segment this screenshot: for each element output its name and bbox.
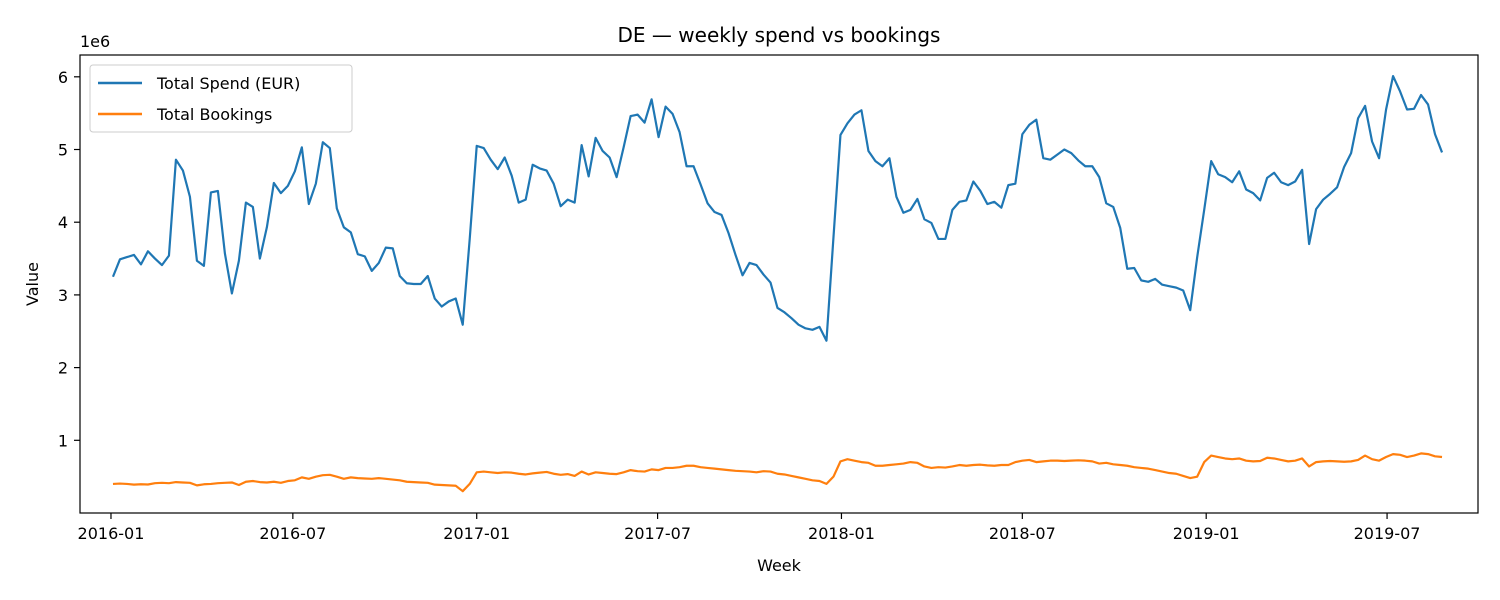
x-axis-title: Week <box>757 556 802 575</box>
y-tick-label: 3 <box>58 286 68 305</box>
x-tick-label: 2019-01 <box>1173 524 1240 543</box>
chart-title: DE — weekly spend vs bookings <box>618 23 941 47</box>
plot-frame <box>79 54 1479 514</box>
x-tick-label: 2019-07 <box>1354 524 1421 543</box>
x-tick-label: 2016-01 <box>78 524 145 543</box>
y-tick-label: 5 <box>58 141 68 160</box>
x-tick-label: 2017-07 <box>624 524 691 543</box>
legend: Total Spend (EUR) Total Bookings <box>89 64 353 133</box>
x-axis: 2016-01 2016-07 2017-01 2017-07 2018-01 2018-… <box>78 513 1421 543</box>
legend-label-spend: Total Spend (EUR) <box>156 74 300 93</box>
y-axis-title: Value <box>23 262 42 306</box>
x-tick-label: 2018-07 <box>989 524 1056 543</box>
y-tick-label: 2 <box>58 359 68 378</box>
x-tick-label: 2018-01 <box>808 524 875 543</box>
y-axis: 1 2 3 4 5 6 <box>58 68 80 450</box>
y-scale-label: 1e6 <box>80 32 110 51</box>
series-line-0 <box>111 74 1444 342</box>
legend-label-bookings: Total Bookings <box>156 105 272 124</box>
x-tick-label: 2017-01 <box>443 524 510 543</box>
x-tick-label: 2016-07 <box>259 524 326 543</box>
y-tick-label: 4 <box>58 213 68 232</box>
legend-box <box>89 64 353 133</box>
y-tick-label: 1 <box>58 431 68 450</box>
series-line-1 <box>112 452 1443 493</box>
y-tick-label: 6 <box>58 68 68 87</box>
plot-area <box>111 74 1444 493</box>
